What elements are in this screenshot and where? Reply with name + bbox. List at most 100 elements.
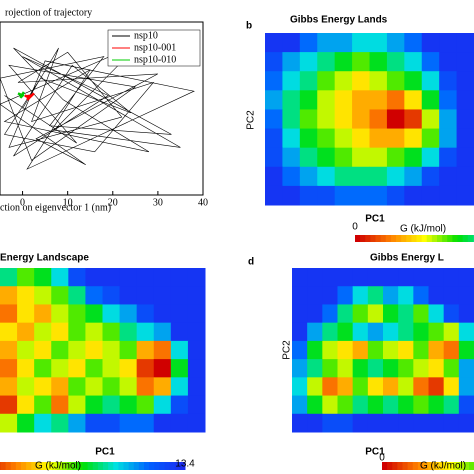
- heatmap-cell: [68, 395, 86, 415]
- heatmap-cell: [85, 359, 103, 378]
- heatmap-cell: [404, 52, 423, 72]
- colorbar-step: [159, 462, 165, 470]
- heatmap-cell: [456, 109, 474, 130]
- colorbar-step: [103, 462, 109, 470]
- colorbar-step: [390, 235, 397, 242]
- heatmap-cell: [292, 377, 308, 397]
- heatmap-cell: [439, 52, 458, 72]
- heatmap-cell: [367, 359, 384, 378]
- colorbar-step: [87, 462, 94, 470]
- heatmap-cell: [85, 340, 103, 360]
- heatmap-cell: [352, 147, 370, 168]
- heatmap-cell: [119, 377, 138, 397]
- heatmap-cell: [386, 52, 405, 72]
- colorbar-step: [82, 462, 89, 470]
- heatmap-cell: [458, 304, 474, 324]
- heatmap-cell: [322, 304, 338, 324]
- colorbar-step: [423, 462, 429, 470]
- heatmap-cell: [428, 286, 445, 305]
- heatmap-cell: [307, 395, 323, 415]
- heatmap-cell: [317, 33, 336, 53]
- heatmap-cell: [282, 166, 301, 187]
- heatmap-cell: [317, 147, 336, 168]
- chart-title: rojection of trajectory: [5, 7, 92, 18]
- colorbar-step: [397, 462, 403, 470]
- heatmap-cell: [369, 109, 388, 130]
- colorbar-step: [416, 235, 423, 242]
- colorbar-step: [448, 462, 455, 470]
- y-axis-label: PC2: [246, 110, 257, 130]
- colorbar-step: [467, 235, 474, 242]
- heatmap-cell: [386, 166, 405, 187]
- heatmap-cell: [383, 377, 399, 397]
- heatmap-cell: [383, 340, 399, 360]
- x-axis-label: PC1: [365, 214, 385, 225]
- heatmap-cell: [282, 109, 301, 130]
- colorbar-step: [133, 462, 140, 470]
- heatmap-cell: [404, 147, 423, 168]
- heatmap-cell: [352, 90, 370, 110]
- heatmap-cell: [458, 286, 474, 305]
- heatmap-cell: [428, 359, 445, 378]
- heatmap-cell: [386, 71, 405, 91]
- heatmap-cell: [334, 52, 353, 72]
- chart-title: Energy Landscape: [0, 253, 89, 264]
- heatmap-cell: [153, 413, 172, 433]
- heatmap-cell: [369, 71, 388, 91]
- colorbar-step: [0, 462, 7, 470]
- heatmap-cell: [299, 90, 318, 110]
- heatmap-cell: [85, 304, 103, 324]
- panel-label: b: [246, 21, 252, 32]
- heatmap-cell: [367, 413, 384, 433]
- colorbar-step: [380, 235, 387, 242]
- heatmap-cell: [398, 395, 414, 415]
- heatmap-cell: [352, 33, 370, 53]
- heatmap-cell: [398, 268, 414, 287]
- heatmap-cell: [292, 359, 308, 378]
- heatmap-cell: [299, 109, 318, 130]
- heatmap-cell: [68, 304, 86, 324]
- heatmap-cell: [292, 286, 308, 305]
- heatmap-cell: [443, 268, 460, 287]
- heatmap-cell: [102, 322, 121, 342]
- colorbar-step: [464, 462, 470, 470]
- heatmap-cell: [369, 166, 388, 187]
- heatmap-cell: [369, 90, 388, 110]
- heatmap-cell: [170, 340, 189, 360]
- heatmap-cell: [337, 359, 354, 378]
- heatmap-cell: [322, 359, 338, 378]
- heatmap-cell: [299, 33, 318, 53]
- heatmap-cell: [102, 359, 121, 378]
- heatmap-cell: [292, 340, 308, 360]
- colorbar-step: [375, 235, 382, 242]
- x-tick-label: 20: [108, 197, 118, 208]
- colorbar-step: [56, 462, 63, 470]
- colorbar-step: [46, 462, 53, 470]
- plot-frame: [0, 21, 204, 196]
- heatmap-cell: [443, 359, 460, 378]
- heatmap-cell: [456, 185, 474, 206]
- heatmap-cell: [404, 109, 423, 130]
- heatmap-cell: [398, 322, 414, 342]
- x-axis-label: PC1: [365, 447, 385, 458]
- heatmap-cell: [352, 286, 369, 305]
- heatmap-cell: [458, 377, 474, 397]
- colorbar-step: [431, 235, 438, 242]
- heatmap-cell: [0, 268, 18, 287]
- heatmap-cell: [443, 395, 460, 415]
- heatmap-cell: [170, 268, 189, 287]
- heatmap-cell: [34, 268, 52, 287]
- heatmap-cell: [119, 304, 138, 324]
- heatmap-cell: [404, 166, 423, 187]
- heatmap-cell: [34, 286, 52, 305]
- heatmap-cell: [352, 166, 370, 187]
- heatmap-cell: [369, 147, 388, 168]
- heatmap-cell: [68, 322, 86, 342]
- colorbar-step: [67, 462, 73, 470]
- heatmap-cell: [337, 413, 354, 433]
- heatmap-cell: [458, 340, 474, 360]
- heatmap-cell: [282, 71, 301, 91]
- heatmap-cell: [367, 395, 384, 415]
- heatmap-cell: [367, 322, 384, 342]
